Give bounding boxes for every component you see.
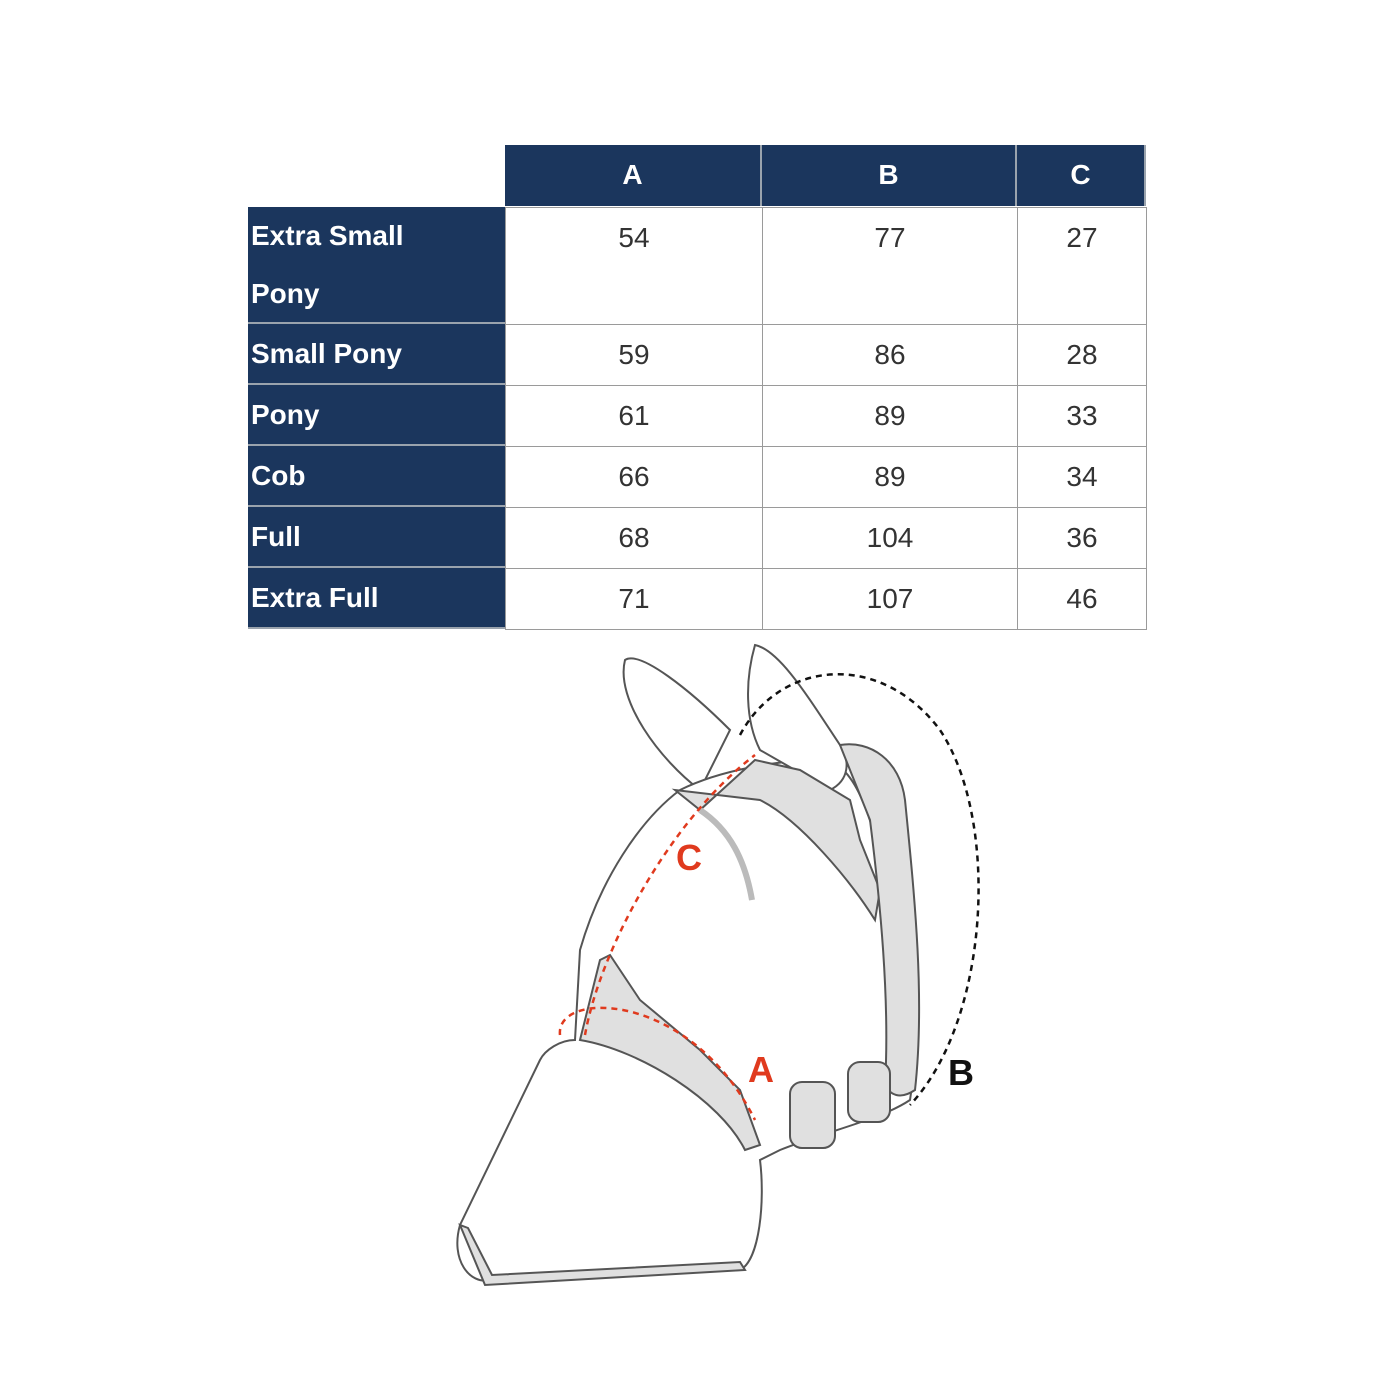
strap-2	[847, 1061, 891, 1123]
row-label: Cob	[248, 446, 505, 507]
label-a: A	[748, 1049, 774, 1090]
table-cell: 36	[1017, 507, 1147, 569]
table-cell: 46	[1017, 568, 1147, 630]
measure-b-arrow	[738, 672, 980, 1106]
strap-1	[789, 1081, 836, 1149]
table-cell: 28	[1017, 324, 1147, 386]
table-cell: 33	[1017, 385, 1147, 447]
measure-c-arrow	[583, 754, 756, 1036]
browband-panel	[671, 758, 882, 923]
mesh-line	[698, 807, 755, 901]
table-cell: 71	[505, 568, 763, 630]
left-ear	[622, 657, 732, 792]
row-label: Extra Full	[248, 568, 505, 629]
table-cell: 59	[505, 324, 763, 386]
column-header-a: A	[505, 145, 762, 206]
table-cell: 104	[762, 507, 1018, 569]
label-b: B	[948, 1052, 974, 1093]
table-cell: 54	[505, 207, 763, 325]
table-cell: 89	[762, 385, 1018, 447]
measure-a-arrow	[558, 1006, 757, 1121]
table-cell: 27	[1017, 207, 1147, 325]
column-header-c: C	[1017, 145, 1146, 206]
table-cell: 86	[762, 324, 1018, 386]
table-cell: 68	[505, 507, 763, 569]
right-ear	[747, 643, 848, 792]
nose-trim	[458, 1223, 747, 1287]
row-label: Pony	[248, 385, 505, 446]
row-label: Extra Small Pony	[248, 207, 505, 324]
row-label: Small Pony	[248, 324, 505, 385]
nose-panel	[578, 953, 762, 1152]
table-cell: 107	[762, 568, 1018, 630]
fleece-trim	[838, 743, 921, 1097]
table-cell: 61	[505, 385, 763, 447]
fly-mask-diagram: C A B	[456, 643, 980, 1287]
table-cell: 66	[505, 446, 763, 508]
table-cell: 89	[762, 446, 1018, 508]
table-cell: 34	[1017, 446, 1147, 508]
column-header-b: B	[762, 145, 1017, 206]
label-c: C	[676, 837, 702, 878]
row-label: Full	[248, 507, 505, 568]
table-cell: 77	[762, 207, 1018, 325]
